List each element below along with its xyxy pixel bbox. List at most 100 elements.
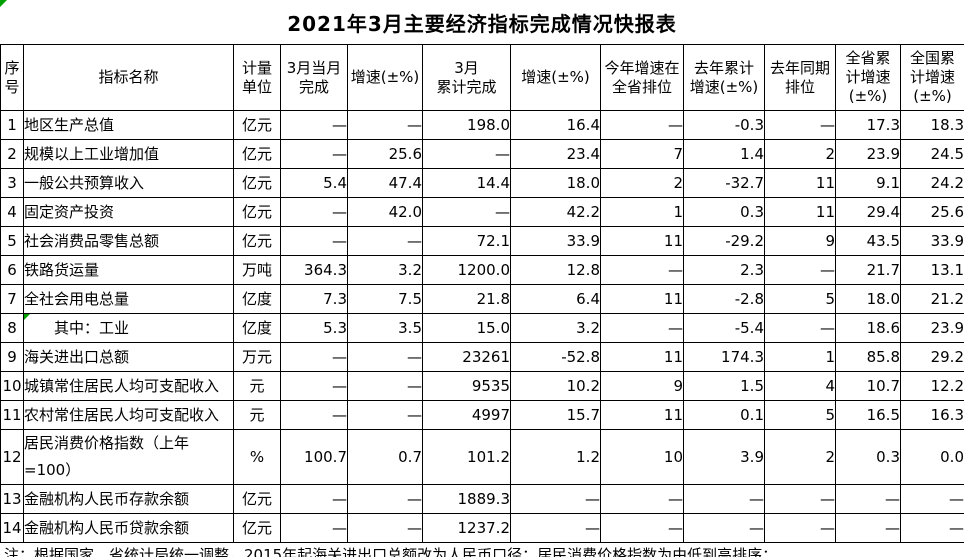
national-cumulative-growth-cell: 21.2 (900, 284, 964, 314)
row-number-cell: 12 (0, 429, 24, 485)
province-rank-cell: — (600, 484, 684, 514)
row-number-cell: 14 (0, 513, 24, 543)
month-growth-cell: — (347, 400, 423, 430)
indicator-name-cell: 固定资产投资 (23, 197, 234, 227)
province-cumulative-growth-cell: 17.3 (835, 110, 901, 140)
cumulative-growth-cell: 16.4 (510, 110, 601, 140)
national-cumulative-growth-cell: 24.5 (900, 139, 964, 169)
last-year-rank-cell: 5 (764, 284, 836, 314)
month-completed-cell: — (280, 139, 348, 169)
province-cumulative-growth-cell: 16.5 (835, 400, 901, 430)
row-number-cell: 2 (0, 139, 24, 169)
last-year-rank-cell: 1 (764, 342, 836, 372)
last-year-cumulative-growth-cell: -5.4 (683, 313, 765, 343)
province-rank-cell: 7 (600, 139, 684, 169)
indicator-name-cell: 规模以上工业增加值 (23, 139, 234, 169)
month-growth-cell: 47.4 (347, 168, 423, 198)
last-year-cumulative-growth-cell: — (683, 513, 765, 543)
col-header-march-month-completed: 3月当月 完成 (280, 44, 348, 111)
month-completed-cell: 100.7 (280, 429, 348, 485)
cumulative-completed-cell: 15.0 (422, 313, 511, 343)
province-cumulative-growth-cell: 21.7 (835, 255, 901, 285)
indicator-name-cell: 一般公共预算收入 (23, 168, 234, 198)
table-row: 9 海关进出口总额 万元 — — 23261 -52.8 11 174.3 1 … (0, 342, 964, 372)
last-year-rank-cell: 11 (764, 197, 836, 227)
province-rank-cell: 11 (600, 400, 684, 430)
month-completed-cell: — (280, 371, 348, 401)
province-cumulative-growth-cell: 18.6 (835, 313, 901, 343)
indicator-name-cell: 全社会用电总量 (23, 284, 234, 314)
indicator-name-cell: 金融机构人民币贷款余额 (23, 513, 234, 543)
unit-cell: 元 (233, 371, 281, 401)
cumulative-completed-cell: 1237.2 (422, 513, 511, 543)
unit-cell: 万元 (233, 342, 281, 372)
last-year-cumulative-growth-cell: -32.7 (683, 168, 765, 198)
month-growth-cell: 7.5 (347, 284, 423, 314)
month-growth-cell: 42.0 (347, 197, 423, 227)
cumulative-growth-cell: 23.4 (510, 139, 601, 169)
col-header-indicator-name: 指标名称 (23, 44, 234, 111)
cumulative-completed-cell: 72.1 (422, 226, 511, 256)
unit-cell: 亿元 (233, 110, 281, 140)
col-header-month-growth: 增速(±%) (347, 44, 423, 111)
month-growth-cell: 0.7 (347, 429, 423, 485)
last-year-cumulative-growth-cell: 1.5 (683, 371, 765, 401)
last-year-cumulative-growth-cell: 2.3 (683, 255, 765, 285)
cumulative-completed-cell: 9535 (422, 371, 511, 401)
cumulative-growth-cell: 3.2 (510, 313, 601, 343)
row-number-cell: 11 (0, 400, 24, 430)
indicator-name: 地区生产总值 (24, 115, 115, 134)
national-cumulative-growth-cell: 29.2 (900, 342, 964, 372)
last-year-cumulative-growth-cell: 0.1 (683, 400, 765, 430)
table-row: 12 居民消费价格指数（上年=100） % 100.7 0.7 101.2 1.… (0, 429, 964, 485)
table-row: 10 城镇常住居民人均可支配收入 元 — — 9535 10.2 9 1.5 4… (0, 371, 964, 401)
row-number-cell: 10 (0, 371, 24, 401)
unit-cell: 亿度 (233, 313, 281, 343)
month-growth-cell: 25.6 (347, 139, 423, 169)
national-cumulative-growth-cell: 23.9 (900, 313, 964, 343)
last-year-rank-cell: 9 (764, 226, 836, 256)
table-row: 5 社会消费品零售总额 亿元 — — 72.1 33.9 11 -29.2 9 … (0, 226, 964, 256)
col-header-seq: 序 号 (0, 44, 24, 111)
last-year-rank-cell: — (764, 255, 836, 285)
national-cumulative-growth-cell: 13.1 (900, 255, 964, 285)
cumulative-growth-cell: 42.2 (510, 197, 601, 227)
row-number-cell: 9 (0, 342, 24, 372)
cumulative-completed-cell: 23261 (422, 342, 511, 372)
last-year-rank-cell: 4 (764, 371, 836, 401)
last-year-cumulative-growth-cell: 3.9 (683, 429, 765, 485)
indicator-name-cell: 其中：工业 (23, 313, 234, 343)
unit-cell: 亿元 (233, 139, 281, 169)
row-number-cell: 6 (0, 255, 24, 285)
row-number-cell: 4 (0, 197, 24, 227)
last-year-rank-cell: — (764, 313, 836, 343)
table-row: 7 全社会用电总量 亿度 7.3 7.5 21.8 6.4 11 -2.8 5 … (0, 284, 964, 314)
province-rank-cell: 11 (600, 226, 684, 256)
table-row: 6 铁路货运量 万吨 364.3 3.2 1200.0 12.8 — 2.3 —… (0, 255, 964, 285)
unit-cell: 亿元 (233, 513, 281, 543)
indicator-name: 规模以上工业增加值 (24, 144, 160, 163)
col-header-province-cumulative-growth: 全省累 计增速 (±%) (835, 44, 901, 111)
province-cumulative-growth-cell: 18.0 (835, 284, 901, 314)
indicator-name: 农村常住居民人均可支配收入 (24, 405, 220, 424)
month-growth-cell: 3.2 (347, 255, 423, 285)
month-completed-cell: — (280, 197, 348, 227)
col-header-last-year-rank: 去年同期 排位 (764, 44, 836, 111)
indicator-name-cell: 海关进出口总额 (23, 342, 234, 372)
sheet-corner-error-marker-icon (0, 0, 7, 7)
indicator-name-cell: 居民消费价格指数（上年=100） (23, 429, 234, 485)
cumulative-growth-cell: — (510, 484, 601, 514)
col-header-national-cumulative-growth: 全国累 计增速 (±%) (900, 44, 964, 111)
unit-cell: 亿元 (233, 484, 281, 514)
last-year-cumulative-growth-cell: 0.3 (683, 197, 765, 227)
header-row: 序 号 指标名称 计量 单位 3月当月 完成 增速(±%) 3月 累计完成 增速… (0, 44, 964, 111)
indicator-name: 居民消费价格指数（上年=100） (24, 434, 190, 479)
cell-error-marker-icon (24, 314, 30, 320)
last-year-rank-cell: — (764, 484, 836, 514)
national-cumulative-growth-cell: — (900, 513, 964, 543)
indicator-name-cell: 社会消费品零售总额 (23, 226, 234, 256)
table-row: 2 规模以上工业增加值 亿元 — 25.6 — 23.4 7 1.4 2 23.… (0, 139, 964, 169)
province-cumulative-growth-cell: 85.8 (835, 342, 901, 372)
province-rank-cell: 11 (600, 342, 684, 372)
col-header-cumulative-growth: 增速(±%) (510, 44, 601, 111)
